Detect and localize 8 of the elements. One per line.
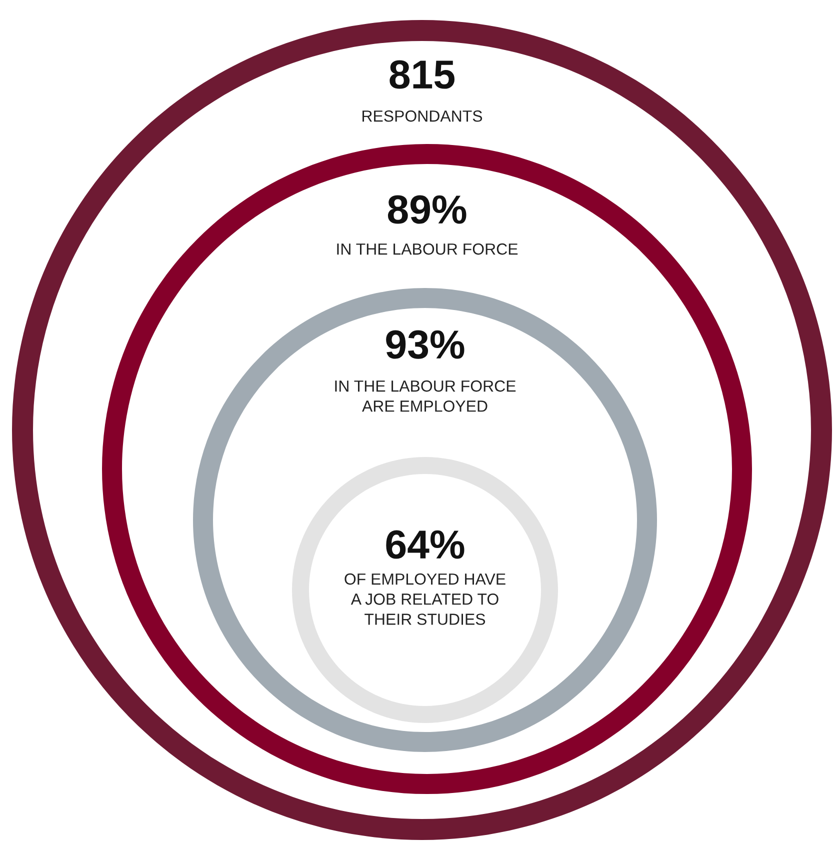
category-label: RESPONDANTS [362, 110, 482, 122]
data-label: 93% [386, 330, 464, 359]
data-label: 89% [388, 195, 466, 224]
category-label: IN THE LABOUR FORCE [337, 243, 518, 255]
data-label: 64% [386, 530, 464, 559]
category-label: IN THE LABOUR FORCE ARE EMPLOYED [335, 380, 516, 412]
data-label: 815 [390, 60, 454, 89]
category-label: OF EMPLOYED HAVE A JOB RELATED TO THEIR STUDIES [344, 573, 506, 625]
